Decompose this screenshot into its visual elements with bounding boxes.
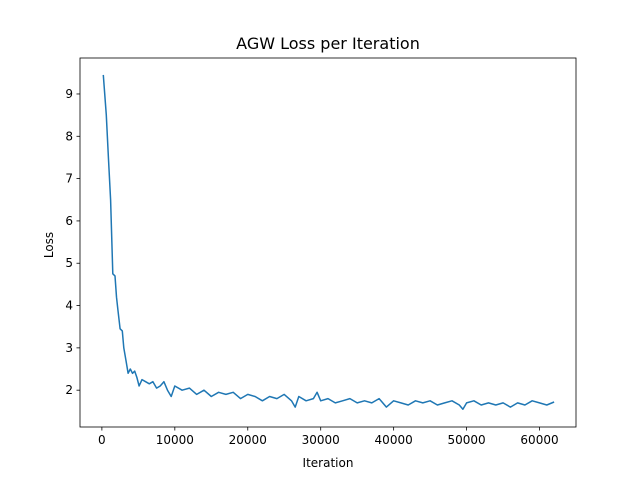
- axes-frame: [79, 57, 577, 428]
- x-tick-label: 10000: [156, 433, 194, 447]
- chart-title: AGW Loss per Iteration: [236, 34, 420, 53]
- y-tick-label: 9: [65, 87, 73, 101]
- y-axis-label: Loss: [42, 232, 56, 258]
- y-tick-label: 8: [65, 129, 73, 143]
- x-axis-label: Iteration: [303, 456, 354, 470]
- x-tick-label: 30000: [302, 433, 340, 447]
- loss-line-series-0: [102, 74, 555, 410]
- y-tick-label: 3: [65, 341, 73, 355]
- y-tick-label: 4: [65, 299, 73, 313]
- y-tick-label: 7: [65, 172, 73, 186]
- plot-area: 0 10000 20000 30000 40000 50000 60000 2 3 4 5 6 7 8 9: [65, 57, 577, 447]
- x-tick-label: 50000: [447, 433, 485, 447]
- x-tick-label: 20000: [229, 433, 267, 447]
- y-tick-label: 2: [65, 383, 73, 397]
- x-tick-label: 40000: [375, 433, 413, 447]
- x-tick-label: 0: [98, 433, 106, 447]
- y-tick-label: 5: [65, 256, 73, 270]
- x-tick-label: 60000: [520, 433, 558, 447]
- y-tick-label: 6: [65, 214, 73, 228]
